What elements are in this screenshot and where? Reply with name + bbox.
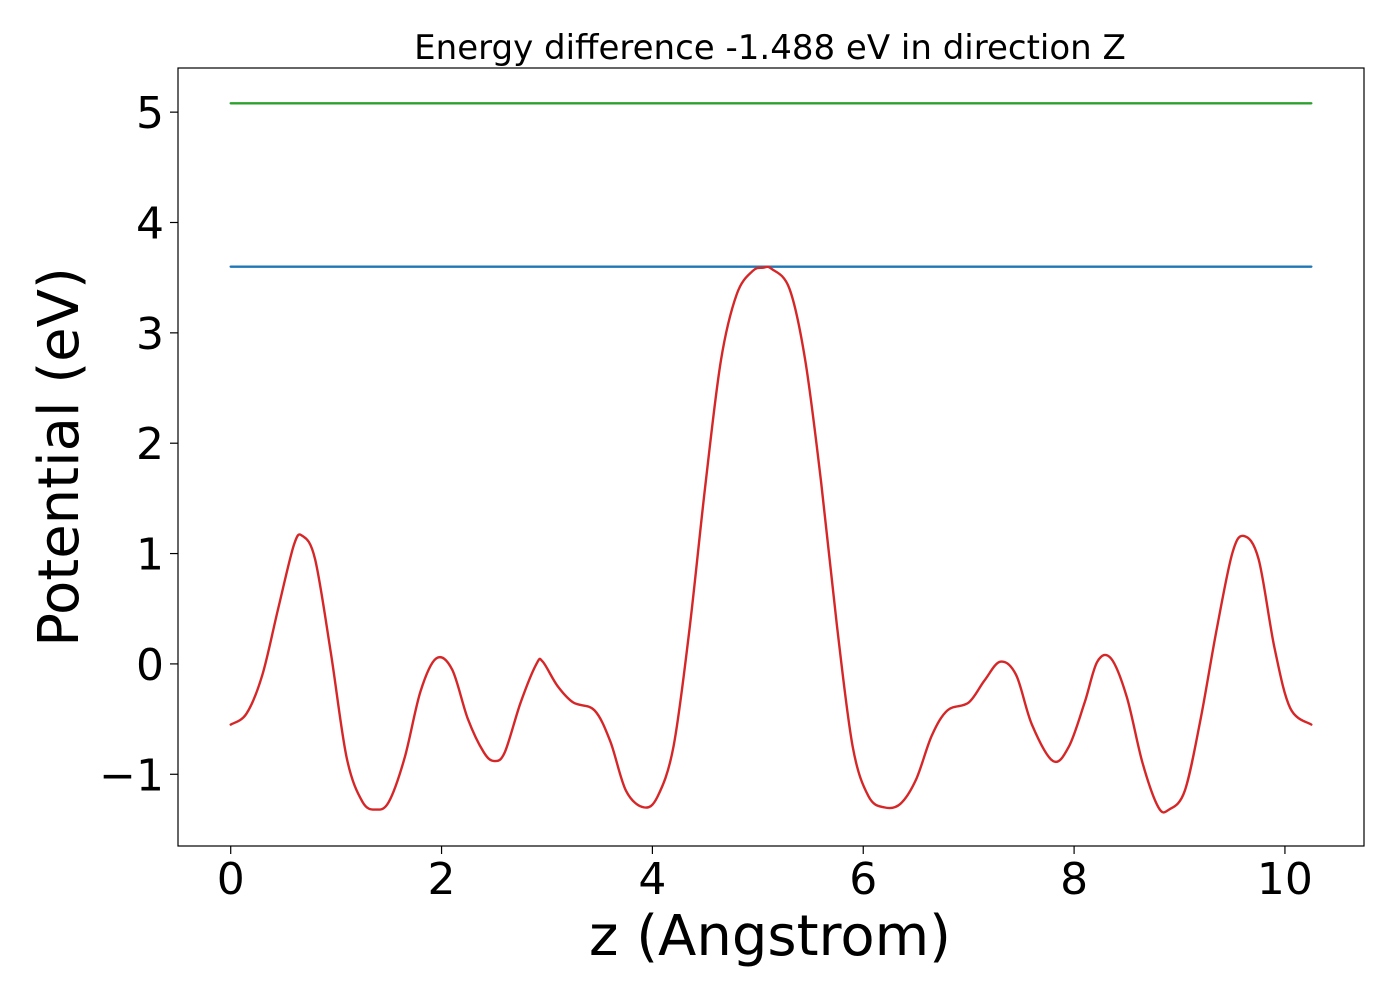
series-line-potential-curve	[229, 265, 1313, 814]
x-tick-label: 2	[428, 854, 456, 905]
chart-title: Energy difference -1.488 eV in direction…	[414, 28, 1126, 68]
axes-frame	[177, 67, 1365, 847]
y-tick-label: 1	[136, 530, 164, 581]
y-axis-label: Potential (eV)	[27, 267, 92, 647]
y-tick-label: 0	[136, 640, 164, 691]
y-tick-label: 3	[136, 309, 164, 360]
x-axis-label: z (Angstrom)	[589, 904, 951, 969]
x-tick-label: 10	[1257, 854, 1313, 905]
y-tick-label: 5	[136, 88, 164, 139]
y-tick-label: −1	[99, 750, 164, 801]
plot-area	[229, 102, 1313, 814]
y-axis-ticks: −1 0 1 2 3 4 5	[99, 88, 178, 801]
x-tick-label: 4	[638, 854, 666, 905]
x-tick-label: 6	[849, 854, 877, 905]
y-tick-label: 4	[136, 198, 164, 249]
x-tick-label: 8	[1060, 854, 1088, 905]
x-tick-label: 0	[217, 854, 245, 905]
x-axis-ticks: 0 2 4 6 8 10	[217, 846, 1313, 905]
y-tick-label: 2	[136, 419, 164, 470]
